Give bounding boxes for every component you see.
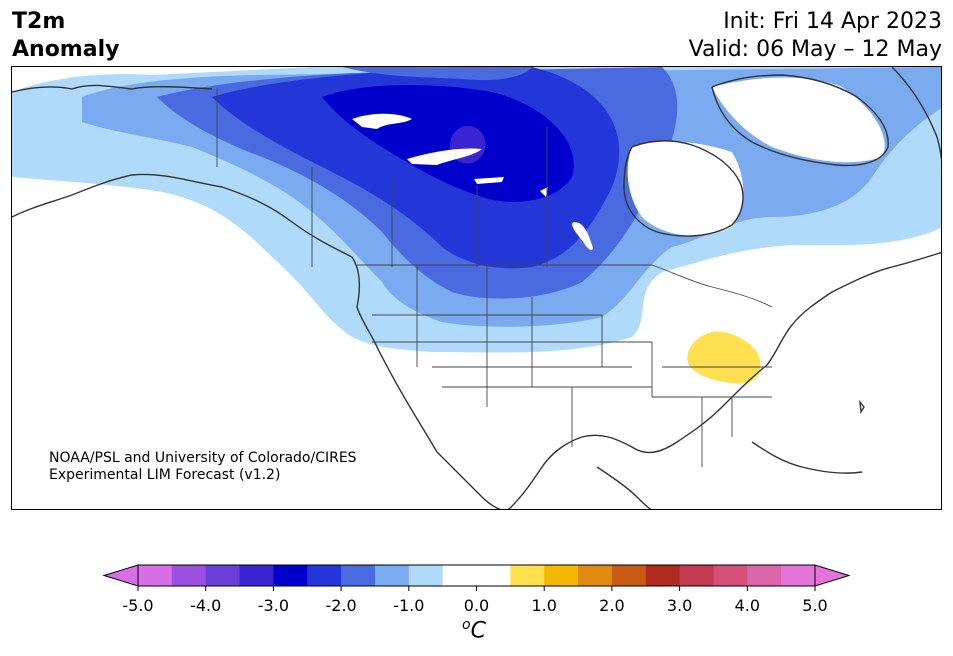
colorbar-tick-label: -1.0	[393, 596, 424, 615]
colorbar-cell	[171, 565, 207, 586]
colorbar-cell	[510, 565, 545, 586]
colorbar-cell	[408, 565, 444, 586]
colorbar-cell	[544, 565, 579, 586]
title-line-2: Anomaly	[12, 37, 120, 62]
boundaries	[216, 89, 773, 467]
colorbar-cell	[341, 565, 376, 586]
forecast-dates: Init: Fri 14 Apr 2023 Valid: 06 May – 12…	[689, 8, 942, 64]
valid-range: Valid: 06 May – 12 May	[688, 37, 942, 62]
map-title: T2m Anomaly	[12, 8, 119, 64]
colorbar-tick-label: 1.0	[531, 596, 556, 615]
colorbar-tick-label: 0.0	[464, 596, 489, 615]
colorbar-tick-label: -4.0	[190, 596, 221, 615]
colorbar-cells	[102, 564, 851, 587]
colorbar-cell	[679, 565, 714, 586]
map-svg	[12, 67, 941, 509]
colorbar-ticks: -5.0 -4.0 -3.0 -2.0 -1.0 0.0 1.0 2.0 3.0 4.0 5.0	[122, 586, 828, 615]
lake-other	[540, 187, 548, 197]
colorbar-unit: oC	[462, 617, 486, 644]
anomaly-map	[11, 66, 942, 510]
colorbar-tick-label: 3.0	[667, 596, 692, 615]
baffin-water	[712, 77, 885, 163]
lake-great-bear	[352, 113, 412, 129]
init-date: Init: Fri 14 Apr 2023	[723, 9, 942, 34]
colorbar-cell	[781, 565, 816, 586]
anomaly-region-warm	[687, 331, 761, 384]
credit-text: NOAA/PSL and University of Colorado/CIRE…	[49, 450, 357, 484]
colorbar-cell	[747, 565, 782, 586]
colorbar-cell	[713, 565, 748, 586]
colorbar-extend-high	[814, 564, 851, 587]
colorbar-cell	[374, 565, 410, 586]
lake-athabasca	[474, 177, 504, 184]
colorbar-tick-label: 5.0	[802, 596, 827, 615]
colorbar-cell	[239, 565, 274, 586]
colorbar: -5.0 -4.0 -3.0 -2.0 -1.0 0.0 1.0 2.0 3.0 4.0 5.0	[102, 564, 851, 615]
colorbar-cell	[307, 565, 342, 586]
lake-winnipeg	[572, 222, 593, 250]
colorbar-cell	[205, 565, 241, 586]
colorbar-tick-label: 4.0	[735, 596, 760, 615]
colorbar-tick-label: -5.0	[122, 596, 153, 615]
colorbar-tick-label: 2.0	[599, 596, 624, 615]
colorbar-cell	[578, 565, 613, 586]
colorbar-cell	[645, 565, 681, 586]
anomaly-region-arctic	[342, 67, 532, 81]
credit-line-2: Experimental LIM Forecast (v1.2)	[49, 467, 281, 483]
title-line-1: T2m	[12, 9, 66, 34]
lake-great-slave	[407, 148, 482, 165]
colorbar-tick-label: -2.0	[325, 596, 356, 615]
hudson-bay	[627, 141, 744, 236]
coastlines	[12, 67, 941, 509]
colorbar-cell	[442, 565, 511, 586]
colorbar-cell	[273, 565, 308, 586]
colorbar-extend-low	[102, 564, 139, 587]
colorbar-tick-label: -3.0	[258, 596, 289, 615]
colorbar-cell	[138, 565, 173, 586]
colorbar-cell	[611, 565, 647, 586]
credit-line-1: NOAA/PSL and University of Colorado/CIRE…	[49, 450, 357, 466]
